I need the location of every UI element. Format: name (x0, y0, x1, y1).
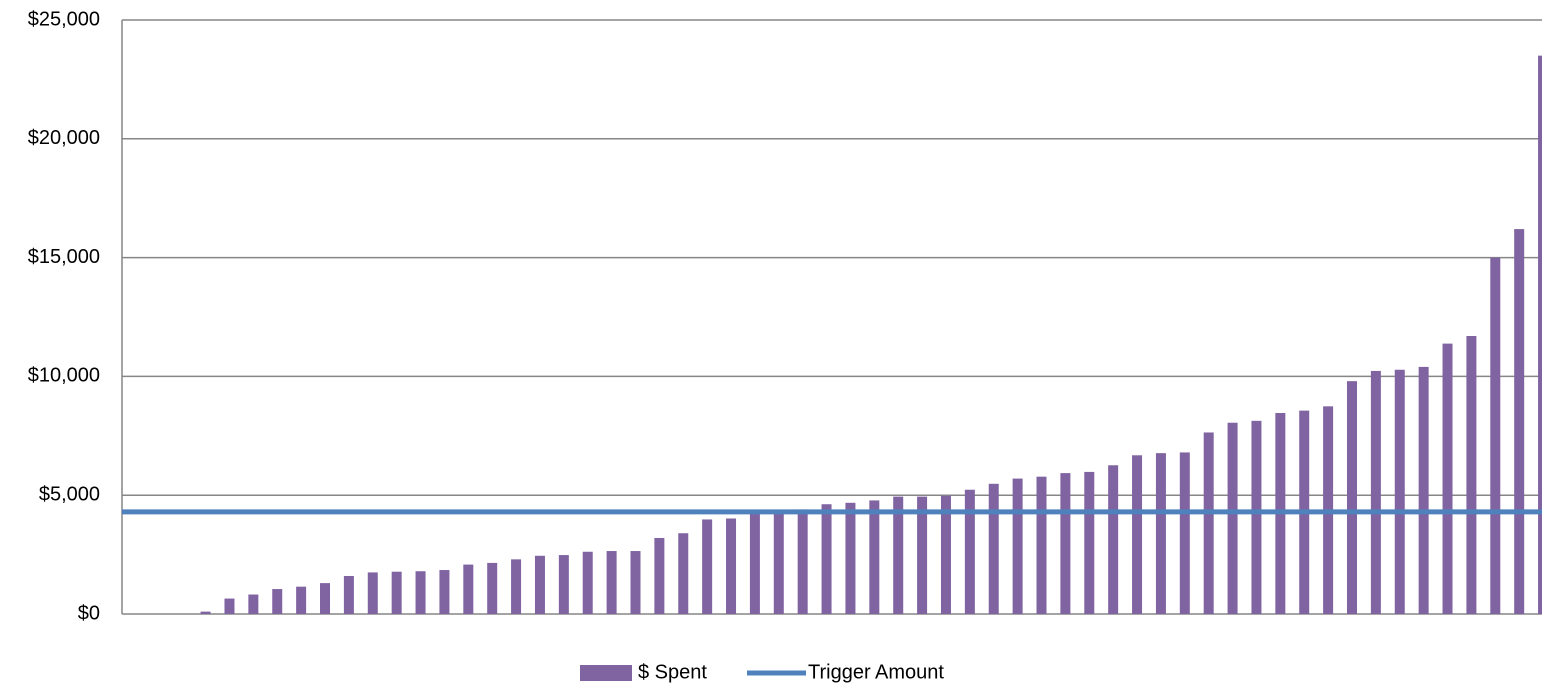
bar (845, 502, 856, 614)
bar (296, 586, 307, 614)
legend-label: $ Spent (638, 661, 707, 683)
bar (1538, 55, 1542, 614)
y-tick-label: $25,000 (28, 8, 100, 30)
bar (511, 559, 522, 614)
bar (1132, 455, 1143, 614)
bar (200, 611, 211, 614)
bar (1179, 452, 1190, 614)
bar (391, 571, 402, 614)
bar (1012, 478, 1023, 614)
bar (1036, 476, 1047, 614)
bar (415, 571, 426, 614)
bar (1394, 369, 1405, 614)
bar (1514, 229, 1525, 614)
bar (224, 598, 235, 614)
y-tick-label: $5,000 (39, 483, 100, 505)
bar (320, 583, 331, 614)
bar (558, 555, 569, 614)
bar (1227, 422, 1238, 614)
bar (463, 564, 474, 614)
bar (1108, 465, 1119, 614)
bar (343, 575, 354, 614)
bar (869, 500, 880, 614)
bar (988, 483, 999, 614)
legend-swatch (580, 665, 632, 681)
bar (367, 572, 378, 614)
bar (654, 537, 665, 614)
bar (487, 562, 498, 614)
bar (749, 511, 760, 614)
y-tick-label: $0 (78, 602, 100, 624)
bar (678, 533, 689, 614)
legend-label: Trigger Amount (808, 661, 944, 683)
bar (1370, 370, 1381, 614)
bar (702, 519, 713, 614)
bar (1466, 336, 1477, 614)
bar (940, 495, 951, 614)
bar (1346, 381, 1357, 614)
bar (726, 518, 737, 614)
bar (1203, 432, 1214, 614)
bar (1155, 453, 1166, 614)
bar (1418, 366, 1429, 614)
bar (272, 589, 283, 614)
bar (630, 551, 641, 614)
bar (773, 510, 784, 614)
bar (1251, 420, 1262, 614)
bar (893, 496, 904, 614)
bar (439, 570, 450, 614)
bar (1084, 471, 1095, 614)
bar (821, 504, 832, 614)
bar (797, 509, 808, 614)
y-tick-label: $15,000 (28, 246, 100, 268)
bar (1060, 473, 1071, 614)
bar (964, 489, 975, 614)
bar (582, 551, 593, 614)
bar (534, 555, 545, 614)
bar (248, 594, 259, 614)
y-tick-label: $20,000 (28, 127, 100, 149)
bar (606, 551, 617, 614)
bar (917, 496, 928, 614)
bar (1442, 343, 1453, 614)
bar (1490, 257, 1501, 614)
y-tick-label: $10,000 (28, 365, 100, 387)
